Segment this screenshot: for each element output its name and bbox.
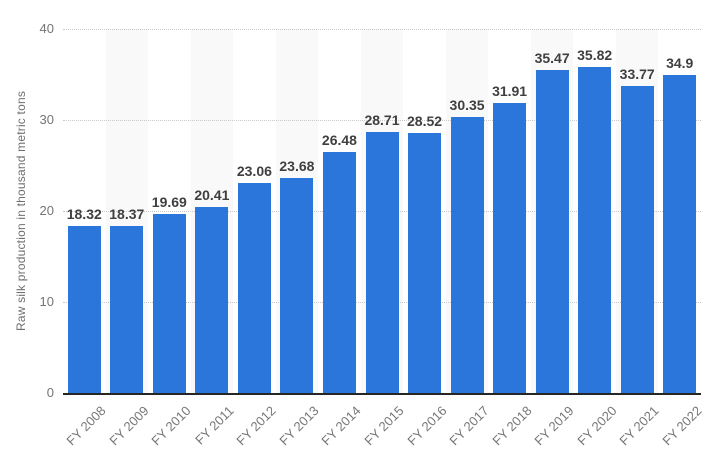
bar-value-label: 31.91 bbox=[492, 82, 528, 99]
bar[interactable] bbox=[535, 70, 569, 393]
bar-value-label: 26.48 bbox=[321, 132, 357, 149]
bar-value-label: 33.77 bbox=[619, 65, 655, 82]
bar[interactable] bbox=[408, 133, 442, 393]
bar-value-label: 35.47 bbox=[534, 50, 570, 67]
y-axis-tick-label: 10 bbox=[39, 294, 54, 309]
bar[interactable] bbox=[237, 183, 271, 393]
bar-value-label: 28.71 bbox=[364, 111, 400, 128]
bar-value-label: 34.9 bbox=[666, 55, 694, 72]
bar-value-label: 18.37 bbox=[109, 205, 145, 222]
y-axis-tick-label: 20 bbox=[39, 203, 54, 218]
gridline bbox=[63, 120, 701, 121]
bar[interactable] bbox=[365, 131, 399, 393]
bar-value-label: 23.68 bbox=[279, 157, 315, 174]
bar-value-label: 23.06 bbox=[236, 163, 272, 180]
bar-value-label: 18.32 bbox=[66, 206, 102, 223]
bar[interactable] bbox=[322, 152, 356, 393]
bar-value-label: 19.69 bbox=[151, 193, 187, 210]
bar[interactable] bbox=[195, 207, 229, 393]
bar-value-label: 28.52 bbox=[407, 113, 443, 130]
y-axis-tick-label: 40 bbox=[39, 21, 54, 36]
bar[interactable] bbox=[578, 67, 612, 393]
gridline bbox=[63, 29, 701, 30]
bar[interactable] bbox=[110, 225, 144, 393]
bar-value-label: 35.82 bbox=[577, 47, 613, 64]
bar[interactable] bbox=[280, 177, 314, 393]
bar[interactable] bbox=[620, 85, 654, 393]
bar[interactable] bbox=[450, 116, 484, 393]
bar-value-label: 30.35 bbox=[449, 96, 485, 113]
plot-area: 18.32 18.37 19.69 20.41 23.06 23.68 26.48 28.71… bbox=[63, 29, 701, 395]
bar-value-label: 20.41 bbox=[194, 187, 230, 204]
bar[interactable] bbox=[67, 226, 101, 393]
y-axis-tick-label: 0 bbox=[46, 385, 54, 400]
bar[interactable] bbox=[152, 213, 186, 393]
y-axis-tick-label: 30 bbox=[39, 112, 54, 127]
bar[interactable] bbox=[663, 75, 697, 393]
bar[interactable] bbox=[493, 102, 527, 393]
